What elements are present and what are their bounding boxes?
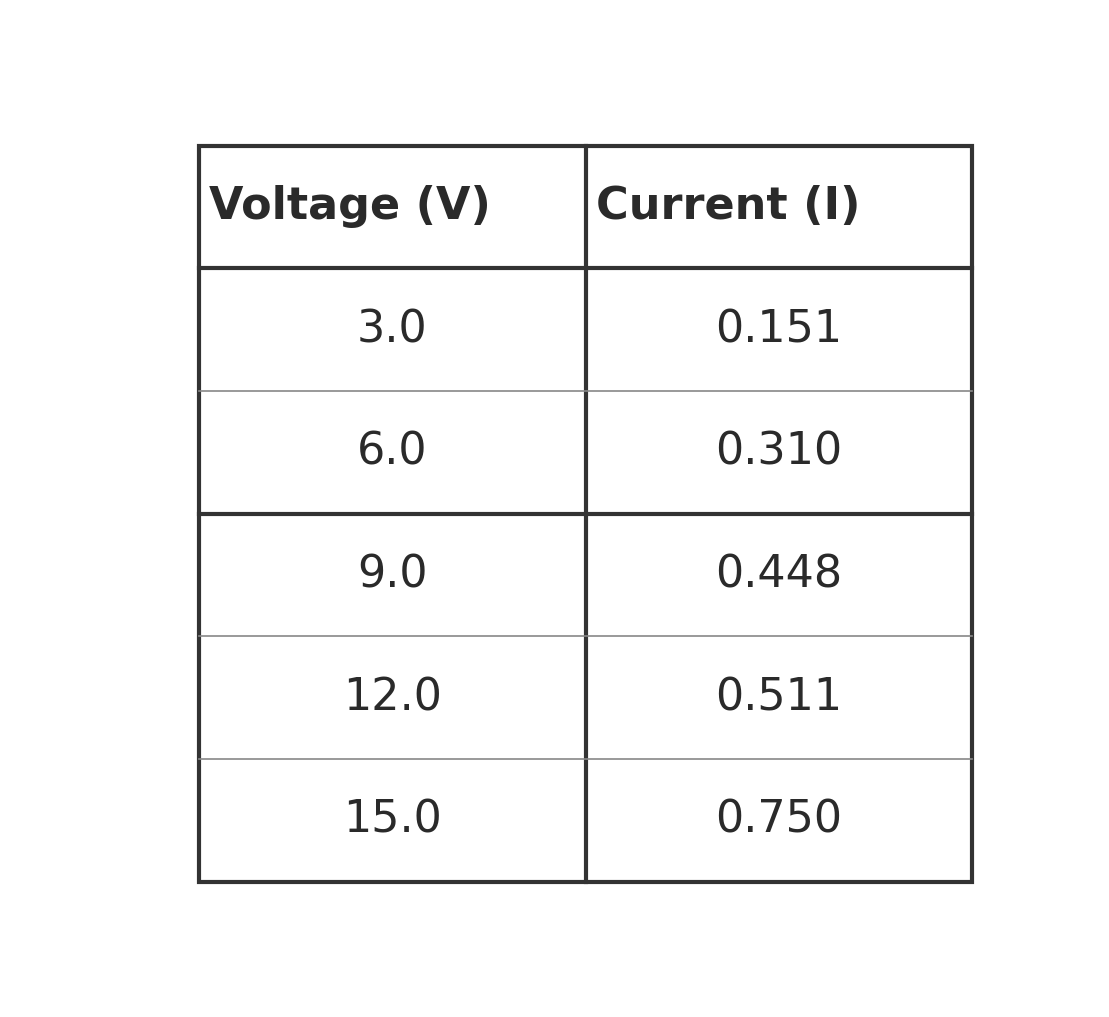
Text: 12.0: 12.0: [343, 676, 441, 719]
Text: 15.0: 15.0: [343, 798, 441, 842]
Text: 0.151: 0.151: [715, 308, 843, 351]
Text: 3.0: 3.0: [357, 308, 428, 351]
Text: 0.448: 0.448: [715, 553, 843, 596]
Text: 6.0: 6.0: [357, 431, 427, 474]
Text: 0.511: 0.511: [715, 676, 843, 719]
Text: 0.750: 0.750: [715, 798, 843, 842]
Bar: [199, 145, 973, 882]
Text: Current (I): Current (I): [596, 185, 861, 229]
Text: Voltage (V): Voltage (V): [210, 185, 491, 229]
Text: 0.310: 0.310: [715, 431, 843, 474]
Text: 9.0: 9.0: [357, 553, 427, 596]
